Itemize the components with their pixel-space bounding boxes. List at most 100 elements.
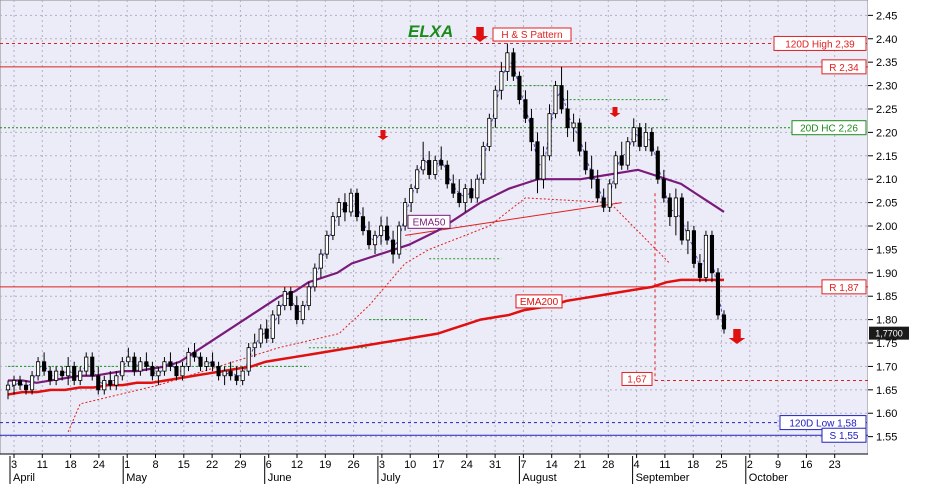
y-tick-label: 1.90 (876, 268, 897, 280)
x-tick-label: 24 (93, 459, 105, 471)
month-label: May (126, 472, 147, 484)
candle-down (294, 305, 299, 321)
pattern-label: H & S Pattern (501, 30, 562, 41)
candle-up (553, 85, 558, 115)
candle-down (583, 150, 588, 171)
candle-up (11, 380, 17, 386)
y-tick-label: 1.95 (876, 244, 897, 256)
grid (0, 0, 868, 454)
candle-up (703, 234, 709, 278)
month-label: October (749, 472, 788, 484)
x-tick-label: 18 (64, 459, 76, 471)
month-label: August (522, 472, 556, 484)
candle-up (613, 155, 618, 185)
candle-down (174, 366, 179, 377)
candle-down (577, 122, 582, 152)
x-tick-label: 7 (520, 459, 526, 471)
candle-down (715, 272, 721, 316)
x-tick-label: 11 (659, 459, 670, 471)
x-axis: 3 11 18 24 1 8 15 22 29 6 12 19 26 3 10 17 24 31 7 14 21 28 4 1… (0, 453, 868, 484)
candle-down (342, 202, 347, 213)
candle-up (180, 366, 185, 377)
candle-up (607, 183, 612, 208)
candle-up (66, 366, 71, 377)
candle-up (409, 188, 414, 203)
candle-down (709, 234, 715, 274)
level-label: S 1,55 (830, 431, 859, 442)
x-tick-label: 23 (829, 459, 841, 471)
candle-down (360, 216, 366, 232)
candle-down (150, 366, 155, 377)
x-tick-label: 3 (11, 459, 17, 471)
level-label: R 2,34 (829, 63, 859, 74)
last-price-box (869, 326, 909, 340)
candle-down (469, 188, 474, 199)
candle-down (439, 160, 444, 166)
candle-down (288, 291, 293, 306)
candle-down (210, 361, 215, 367)
level-label-box (821, 279, 867, 295)
neckline (405, 202, 622, 236)
candle-up (487, 117, 492, 147)
x-tick-label: 4 (634, 459, 640, 471)
candle-up (463, 188, 468, 203)
y-tick-label: 2.05 (876, 198, 897, 210)
x-tick-label: 18 (687, 459, 699, 471)
candle-up (625, 141, 630, 166)
candle-up (505, 52, 510, 72)
ema200-label-box (515, 294, 563, 309)
y-axis-background (868, 0, 927, 454)
candle-down (216, 366, 221, 377)
breakdown-arrow-icon (728, 329, 746, 344)
x-tick-label: 16 (800, 459, 812, 471)
x-tick-label: 9 (775, 459, 781, 471)
candle-down (721, 314, 727, 330)
candle-down (192, 351, 197, 358)
candle-down (90, 356, 95, 377)
level-label: 120D High 2,39 (785, 39, 855, 50)
candle-down (601, 197, 606, 208)
ema-lines: EMA50 EMA200 (7, 168, 725, 396)
y-tick-label: 2.35 (876, 57, 897, 69)
candle-up (403, 202, 408, 227)
candle-up (300, 305, 305, 321)
candle-down (679, 197, 684, 241)
x-tick-label: 10 (404, 459, 416, 471)
y-tick-label: 2.20 (876, 127, 897, 139)
y-tick-label: 2.10 (876, 174, 897, 186)
x-tick-label: 19 (319, 459, 331, 471)
level-label-box (773, 35, 867, 51)
candle-down (637, 127, 642, 147)
level-lines: 120D High 2,39 R 2,34 20D HC 2,26 R 1,87 1,6… (0, 35, 868, 443)
candle-down (445, 164, 450, 185)
candle-down (565, 108, 570, 129)
candle-down (48, 370, 53, 381)
head-arrow-icon (471, 27, 489, 42)
y-tick-label: 2.25 (876, 104, 897, 116)
candle-down (385, 225, 390, 241)
x-tick-label: 15 (178, 459, 190, 471)
ema50-line (8, 168, 725, 384)
candle-up (156, 370, 161, 377)
y-tick-label: 2.15 (876, 151, 897, 163)
y-tick-label: 1.60 (876, 408, 897, 420)
candle-up (378, 225, 384, 236)
candle-up (102, 380, 107, 391)
candle-up (126, 356, 131, 363)
x-tick-label: 29 (234, 459, 246, 471)
candle-down (60, 370, 65, 377)
candle-down (619, 155, 624, 166)
x-tick-label: 25 (715, 459, 727, 471)
candle-down (132, 356, 137, 372)
y-tick-label: 2.40 (876, 34, 897, 46)
x-tick-label: 21 (574, 459, 586, 471)
candle-up (318, 253, 323, 269)
candle-down (198, 356, 203, 367)
candle-up (138, 361, 143, 372)
candle-up (397, 225, 402, 255)
candle-down (264, 328, 269, 339)
candle-down (661, 178, 666, 199)
x-tick-label: 2 (747, 459, 753, 471)
